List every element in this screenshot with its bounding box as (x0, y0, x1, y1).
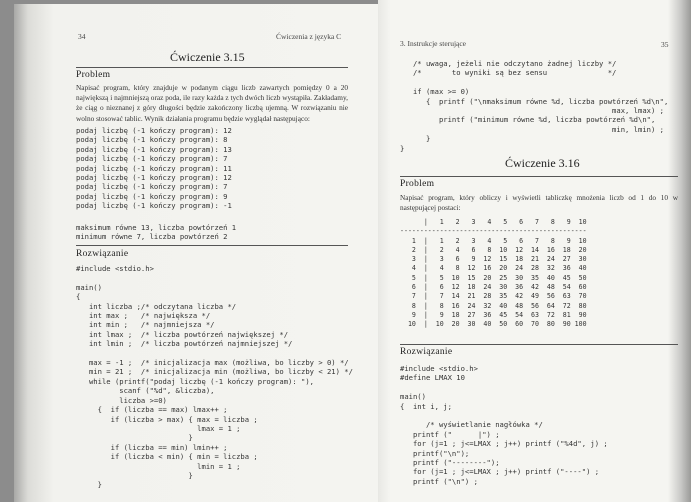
problem-text-left: Napisać program, który znajduje w podany… (76, 83, 348, 123)
section-rule-right (400, 344, 678, 345)
page-number-right: 35 (661, 40, 669, 49)
sample-result: maksimum równe 13, liczba powtórzeń 1 mi… (76, 223, 237, 242)
page-number-left: 34 (78, 32, 86, 41)
problem-heading-right: Problem (400, 179, 435, 189)
right-page (378, 0, 691, 502)
multiplication-table: | 1 2 3 4 5 6 7 8 9 10 -----------------… (400, 218, 587, 329)
code-continued: /* uwaga, jeżeli nie odczytano żadnej li… (400, 59, 669, 153)
exercise-title-3-15: Ćwiczenie 3.15 (170, 50, 245, 64)
code-listing-left: #include <stdio.h> main() { int liczba ;… (76, 264, 353, 490)
problem-heading-left: Problem (76, 70, 111, 80)
code-listing-right: #include <stdio.h> #define LMAX 10 main(… (400, 364, 608, 486)
running-header-left: Ćwiczenia z języka C (276, 32, 342, 41)
title-rule-right (400, 176, 678, 177)
problem-text-right: Napisać program, który obliczy i wyświet… (400, 193, 678, 213)
solution-heading-left: Rozwiązanie (76, 249, 129, 259)
section-rule (76, 245, 348, 246)
running-header-right: 3. Instrukcje sterujące (400, 39, 467, 48)
exercise-title-3-16: Ćwiczenie 3.16 (505, 156, 580, 170)
left-page (14, 4, 378, 502)
sample-output: podaj liczbę (-1 kończy program): 12 pod… (76, 126, 232, 211)
title-rule (76, 67, 348, 68)
solution-heading-right: Rozwiązanie (400, 347, 453, 357)
